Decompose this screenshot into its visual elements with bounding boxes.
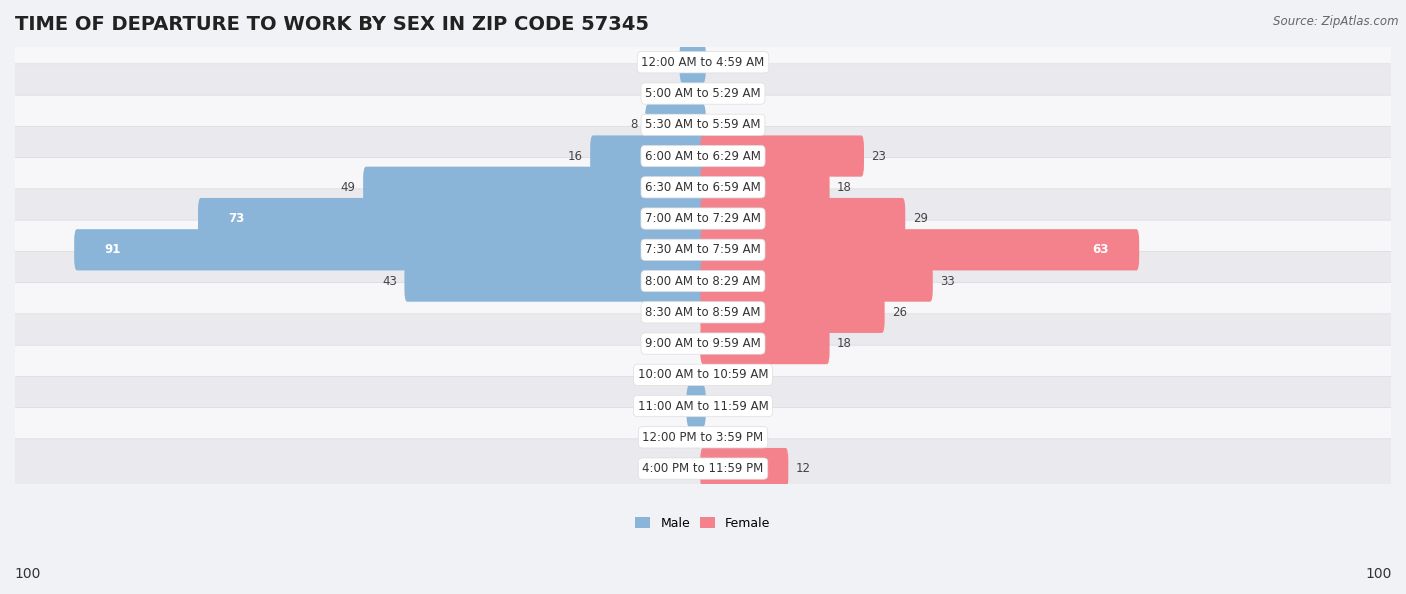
Text: 4:00 PM to 11:59 PM: 4:00 PM to 11:59 PM [643, 462, 763, 475]
FancyBboxPatch shape [700, 198, 905, 239]
FancyBboxPatch shape [700, 260, 932, 302]
Text: 0: 0 [685, 337, 693, 350]
FancyBboxPatch shape [700, 448, 789, 489]
Text: 63: 63 [1092, 244, 1109, 257]
FancyBboxPatch shape [700, 229, 1139, 270]
FancyBboxPatch shape [11, 314, 1395, 373]
FancyBboxPatch shape [591, 135, 706, 176]
FancyBboxPatch shape [11, 220, 1395, 280]
Text: 8:30 AM to 8:59 AM: 8:30 AM to 8:59 AM [645, 306, 761, 319]
Text: 49: 49 [340, 181, 356, 194]
FancyBboxPatch shape [645, 104, 706, 146]
Text: 73: 73 [228, 212, 245, 225]
Text: 26: 26 [893, 306, 907, 319]
Text: 6:00 AM to 6:29 AM: 6:00 AM to 6:29 AM [645, 150, 761, 163]
Text: 6:30 AM to 6:59 AM: 6:30 AM to 6:59 AM [645, 181, 761, 194]
Text: 11:00 AM to 11:59 AM: 11:00 AM to 11:59 AM [638, 400, 768, 413]
FancyBboxPatch shape [11, 95, 1395, 154]
Text: 12:00 PM to 3:59 PM: 12:00 PM to 3:59 PM [643, 431, 763, 444]
Text: 5:30 AM to 5:59 AM: 5:30 AM to 5:59 AM [645, 118, 761, 131]
FancyBboxPatch shape [11, 64, 1395, 123]
FancyBboxPatch shape [405, 260, 706, 302]
FancyBboxPatch shape [700, 323, 830, 364]
FancyBboxPatch shape [11, 251, 1395, 311]
Text: 12: 12 [796, 462, 811, 475]
FancyBboxPatch shape [11, 345, 1395, 405]
FancyBboxPatch shape [679, 42, 706, 83]
Text: 8: 8 [630, 118, 638, 131]
Text: 0: 0 [713, 368, 721, 381]
FancyBboxPatch shape [75, 229, 706, 270]
FancyBboxPatch shape [11, 33, 1395, 92]
FancyBboxPatch shape [700, 292, 884, 333]
Text: 33: 33 [941, 274, 955, 287]
FancyBboxPatch shape [11, 439, 1395, 498]
FancyBboxPatch shape [11, 407, 1395, 467]
Text: 91: 91 [104, 244, 121, 257]
FancyBboxPatch shape [11, 157, 1395, 217]
Text: 2: 2 [672, 400, 679, 413]
Text: 0: 0 [713, 431, 721, 444]
Text: 0: 0 [685, 87, 693, 100]
Text: Source: ZipAtlas.com: Source: ZipAtlas.com [1274, 15, 1399, 28]
Text: 5:00 AM to 5:29 AM: 5:00 AM to 5:29 AM [645, 87, 761, 100]
FancyBboxPatch shape [363, 167, 706, 208]
Text: 9:00 AM to 9:59 AM: 9:00 AM to 9:59 AM [645, 337, 761, 350]
Text: 18: 18 [837, 181, 852, 194]
Text: 7:00 AM to 7:29 AM: 7:00 AM to 7:29 AM [645, 212, 761, 225]
FancyBboxPatch shape [198, 198, 706, 239]
FancyBboxPatch shape [11, 189, 1395, 248]
Text: 16: 16 [568, 150, 582, 163]
FancyBboxPatch shape [686, 386, 706, 426]
Text: 29: 29 [912, 212, 928, 225]
Text: 100: 100 [14, 567, 41, 581]
FancyBboxPatch shape [700, 135, 865, 176]
Text: 100: 100 [1365, 567, 1392, 581]
Text: 7:30 AM to 7:59 AM: 7:30 AM to 7:59 AM [645, 244, 761, 257]
Text: 12:00 AM to 4:59 AM: 12:00 AM to 4:59 AM [641, 56, 765, 69]
Text: 0: 0 [713, 56, 721, 69]
FancyBboxPatch shape [11, 377, 1395, 436]
Text: 0: 0 [713, 87, 721, 100]
Text: 3: 3 [665, 56, 672, 69]
Text: 0: 0 [713, 400, 721, 413]
Text: 0: 0 [685, 368, 693, 381]
Text: 23: 23 [872, 150, 886, 163]
Text: 0: 0 [713, 118, 721, 131]
Text: 18: 18 [837, 337, 852, 350]
Legend: Male, Female: Male, Female [630, 512, 776, 535]
FancyBboxPatch shape [11, 127, 1395, 186]
FancyBboxPatch shape [700, 167, 830, 208]
Text: 0: 0 [685, 462, 693, 475]
Text: 0: 0 [685, 431, 693, 444]
Text: 8:00 AM to 8:29 AM: 8:00 AM to 8:29 AM [645, 274, 761, 287]
Text: 10:00 AM to 10:59 AM: 10:00 AM to 10:59 AM [638, 368, 768, 381]
FancyBboxPatch shape [11, 283, 1395, 342]
Text: TIME OF DEPARTURE TO WORK BY SEX IN ZIP CODE 57345: TIME OF DEPARTURE TO WORK BY SEX IN ZIP … [15, 15, 650, 34]
Text: 0: 0 [685, 306, 693, 319]
Text: 43: 43 [382, 274, 396, 287]
